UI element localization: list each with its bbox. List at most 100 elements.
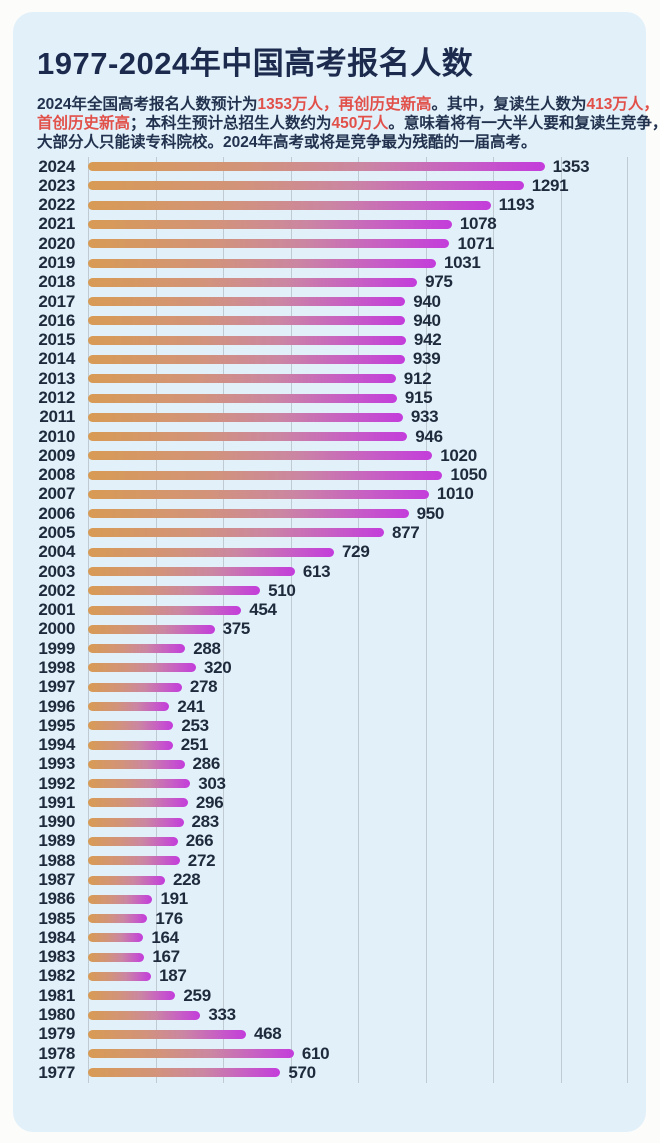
value-label: 613 (302, 561, 331, 581)
value-label: 187 (159, 966, 187, 986)
bar (88, 1049, 294, 1059)
chart-row: 1977 570 (37, 1063, 628, 1082)
value-label: 288 (193, 638, 221, 658)
bar-track: 303 (88, 774, 628, 793)
value-label: 278 (189, 677, 218, 697)
chart-row: 2005 877 (37, 523, 628, 542)
chart-row: 2002 510 (37, 581, 628, 600)
chart-row: 2018 975 (37, 272, 628, 292)
chart-row: 2010 946 (37, 427, 628, 446)
bar-track: 1010 (88, 484, 628, 504)
bar (88, 682, 182, 692)
year-label: 2015 (38, 330, 75, 350)
chart-row: 1982 187 (37, 966, 628, 986)
year-label: 2003 (38, 561, 75, 581)
bar-track: 187 (88, 966, 628, 986)
bar-track: 940 (88, 292, 628, 311)
bar (88, 933, 144, 943)
chart-row: 2019 1031 (37, 253, 628, 272)
bar-track: 1020 (88, 446, 628, 465)
bar-track: 975 (88, 272, 628, 292)
year-label: 2011 (39, 407, 75, 427)
year-label: 1990 (38, 812, 75, 832)
bar (88, 759, 185, 769)
bar-track: 1353 (88, 157, 628, 176)
chart-row: 1995 253 (37, 716, 628, 735)
year-label: 1985 (38, 908, 75, 928)
chart-row: 1993 286 (37, 754, 628, 774)
value-label: 915 (404, 388, 433, 408)
value-label: 167 (152, 947, 180, 967)
year-label: 2008 (38, 465, 75, 485)
bar-track: 164 (88, 928, 628, 947)
chart-row: 2000 375 (37, 619, 628, 639)
bar-track: 375 (88, 619, 628, 639)
value-label: 1071 (457, 233, 495, 253)
bar-track: 278 (88, 677, 628, 697)
bar (88, 1068, 281, 1078)
year-label: 1978 (38, 1043, 75, 1063)
chart-row: 1994 251 (37, 735, 628, 754)
year-label: 1984 (38, 927, 75, 947)
value-label: 912 (403, 368, 432, 388)
value-label: 228 (172, 870, 201, 890)
bar (88, 856, 180, 866)
chart-row: 1978 610 (37, 1044, 628, 1063)
bar (88, 952, 145, 962)
bar-track: 176 (88, 909, 628, 928)
bar-track: 933 (88, 407, 628, 427)
value-label: 333 (208, 1005, 236, 1025)
bar-track: 950 (88, 504, 628, 523)
year-label: 2014 (38, 349, 75, 369)
value-label: 1031 (443, 253, 481, 273)
bar-track: 286 (88, 754, 628, 774)
chart-row: 2014 939 (37, 349, 628, 369)
subtitle-line: 大部分人只能读专科院校。2024年高考或将是竞争最为残酷的一届高考。 (37, 133, 628, 152)
chart-row: 2007 1010 (37, 484, 628, 504)
bar-track: 877 (88, 523, 628, 542)
chart-row: 2023 1291 (37, 176, 628, 195)
value-label: 877 (391, 522, 420, 542)
bar (88, 509, 409, 519)
year-label: 1988 (38, 850, 75, 870)
page-title: 1977-2024年中国高考报名人数 (37, 46, 474, 81)
year-label: 2001 (38, 600, 75, 620)
chart-row: 2013 912 (37, 369, 628, 388)
bar-track: 333 (88, 1005, 628, 1024)
year-label: 2020 (38, 233, 75, 253)
chart-row: 2021 1078 (37, 214, 628, 234)
value-label: 1353 (552, 156, 590, 176)
year-label: 2009 (38, 445, 75, 465)
value-label: 729 (342, 542, 370, 562)
year-label: 2019 (38, 253, 75, 273)
bar-track: 272 (88, 851, 628, 870)
year-label: 1980 (38, 1005, 75, 1025)
subtitle-line: 首创历史新高；本科生预计总招生人数约为450万人。意味着将有一大半人要和复读生竞… (37, 114, 660, 133)
chart-row: 1980 333 (37, 1005, 628, 1024)
bar (88, 663, 196, 673)
bar-track: 610 (88, 1044, 628, 1063)
chart-row: 1999 288 (37, 639, 628, 658)
bar-track: 915 (88, 388, 628, 407)
bar-track: 241 (88, 697, 628, 716)
year-label: 2012 (38, 388, 75, 408)
value-label: 283 (191, 812, 220, 832)
bar (88, 624, 215, 634)
value-label: 940 (413, 310, 441, 330)
bar (88, 702, 170, 712)
chart-row: 2006 950 (37, 504, 628, 523)
subtitle-highlight: 1353万人，再创历史新高 (257, 96, 432, 113)
year-label: 2006 (38, 503, 75, 523)
bar (88, 393, 397, 403)
bar-track: 729 (88, 542, 628, 562)
year-label: 1998 (38, 657, 75, 677)
year-label: 1994 (38, 735, 75, 755)
year-label: 1983 (38, 947, 75, 967)
year-label: 1999 (38, 638, 75, 658)
bar-track: 454 (88, 600, 628, 619)
bar (88, 875, 165, 885)
bar-track: 266 (88, 831, 628, 851)
bar-track: 283 (88, 812, 628, 832)
subtitle-text: 。其中，复读生人数为 (431, 96, 587, 113)
bar (88, 644, 186, 654)
